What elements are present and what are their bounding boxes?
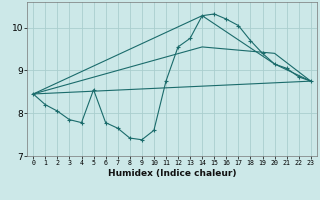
X-axis label: Humidex (Indice chaleur): Humidex (Indice chaleur) xyxy=(108,169,236,178)
